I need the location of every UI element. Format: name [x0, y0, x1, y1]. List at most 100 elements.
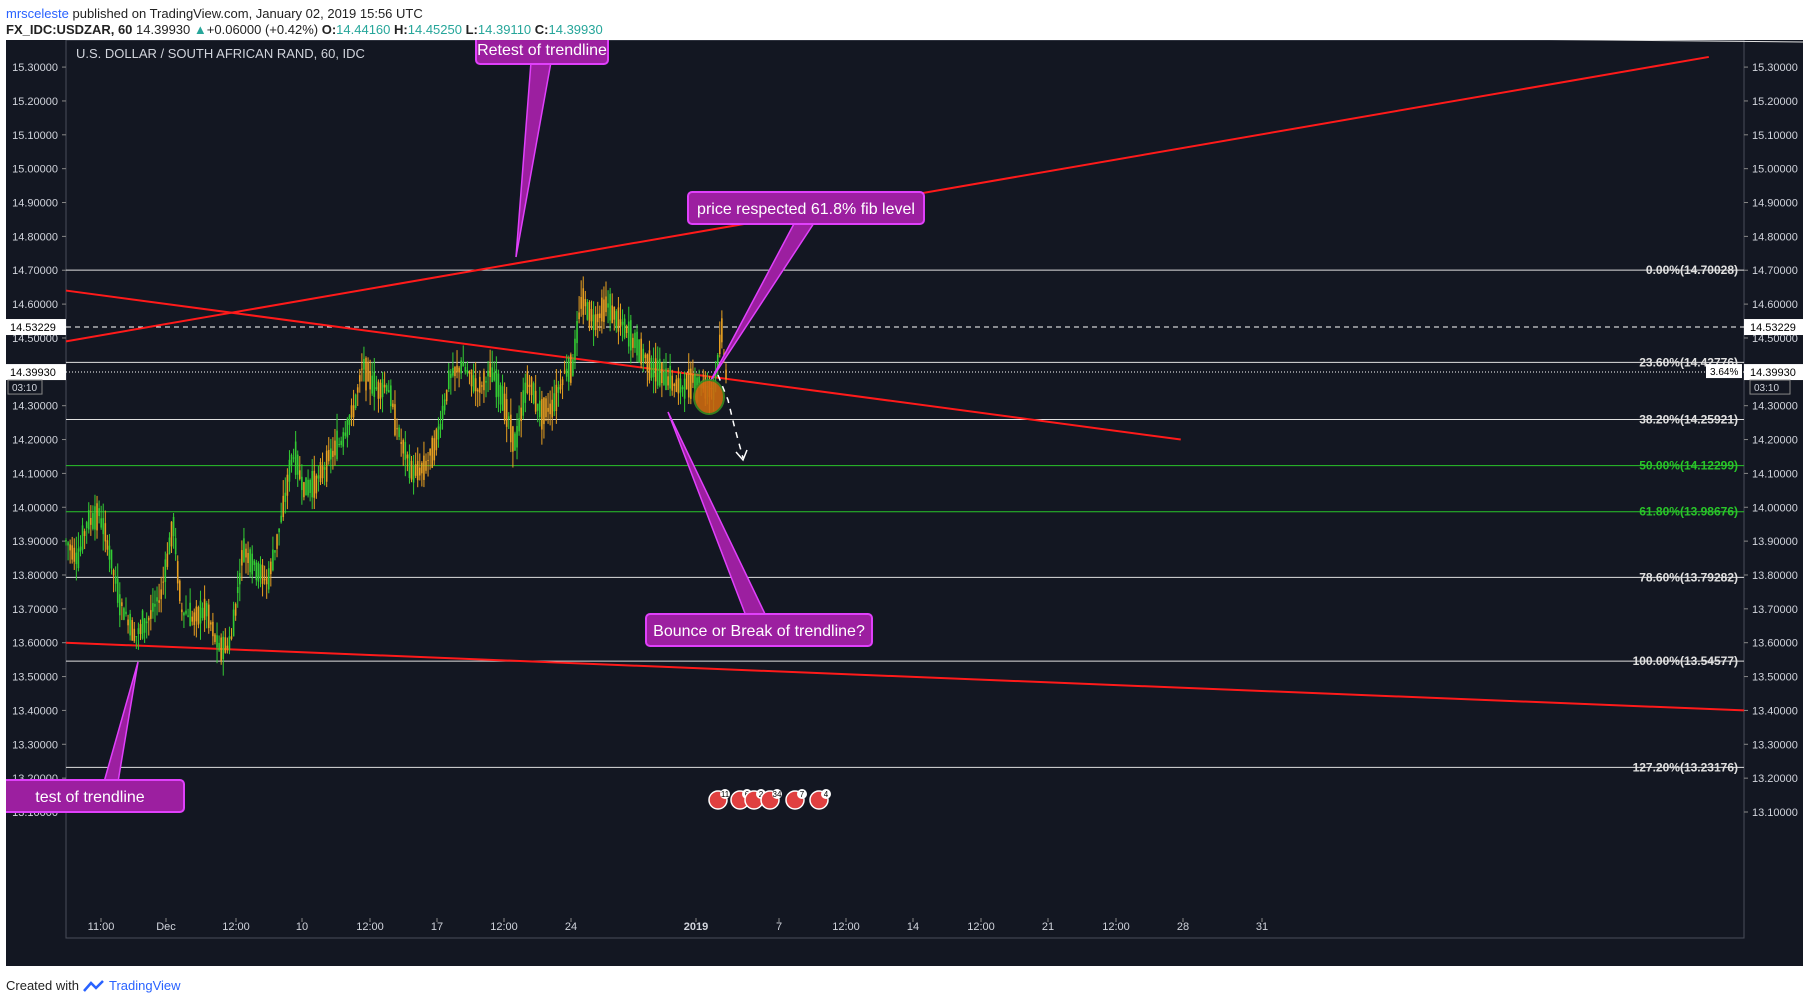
candle-body: [172, 516, 175, 537]
fib-level-label: 38.20%(14.25921): [1639, 412, 1738, 426]
candle-body: [379, 382, 382, 399]
fib-level-label: 61.80%(13.98676): [1639, 505, 1738, 519]
candle-body: [510, 414, 512, 443]
candle-body: [323, 467, 326, 470]
y-tick-label: 14.60000: [12, 299, 58, 311]
candle-body: [210, 622, 212, 625]
candle-body: [183, 612, 185, 616]
candle-body: [178, 580, 181, 602]
mid-trendline[interactable]: [65, 289, 1181, 441]
candle-body: [518, 418, 520, 432]
high-value: 14.45250: [407, 22, 462, 37]
candle-body: [685, 374, 688, 390]
candle-body: [290, 454, 293, 466]
price-chart[interactable]: U.S. DOLLAR / SOUTH AFRICAN RAND, 60, ID…: [0, 33, 1807, 966]
y-tick-label: 15.00000: [1752, 164, 1798, 176]
candle-body: [677, 377, 680, 394]
candle-body: [373, 371, 376, 397]
candle-body: [348, 415, 351, 425]
chart-container[interactable]: U.S. DOLLAR / SOUTH AFRICAN RAND, 60, ID…: [0, 33, 1807, 966]
plot-area[interactable]: [65, 39, 1745, 939]
candle-body: [85, 522, 88, 529]
fib-retracement[interactable]: 0.00%(14.70028)23.60%(14.42776)38.20%(14…: [6, 263, 1803, 774]
candle-body: [228, 636, 231, 651]
candle-body: [195, 606, 198, 622]
candle-body: [638, 339, 640, 363]
candle-body: [423, 455, 425, 480]
candle-body: [73, 547, 76, 562]
y-tick-label: 13.80000: [1752, 570, 1798, 582]
candle-body: [193, 612, 196, 626]
tradingview-link[interactable]: TradingView: [108, 978, 181, 993]
candle-body: [435, 429, 438, 451]
candle-body: [212, 621, 214, 637]
candle-body: [636, 331, 638, 356]
candle-body: [145, 621, 148, 624]
callouts[interactable]: Retest of trendline price respected 61.8%…: [0, 33, 925, 813]
candle-body: [609, 293, 611, 321]
candle-body: [162, 581, 165, 583]
candle-body: [464, 366, 467, 373]
countdown-tag: [7, 379, 43, 395]
projection-arrow[interactable]: [717, 374, 744, 459]
candle-body: [224, 637, 227, 653]
candle-body: [481, 385, 483, 387]
candle-body: [251, 553, 254, 575]
candle-body: [555, 384, 558, 411]
candle-body: [280, 515, 282, 523]
candle-body: [75, 552, 78, 565]
candle-body: [118, 594, 121, 616]
event-badges[interactable]: 11623474: [708, 789, 831, 810]
username-link[interactable]: mrsceleste: [6, 6, 69, 21]
candle-body: [321, 466, 324, 479]
candle-body: [398, 427, 400, 437]
candle-body: [507, 416, 510, 420]
y-axis-right[interactable]: 15.30000 15.20000 15.10000 15.00000 14.90000…: [1744, 62, 1798, 819]
candle-body: [191, 616, 194, 622]
candle-body: [512, 426, 514, 452]
event-count-bubble: [821, 789, 831, 799]
y-tick-label: 13.20000: [1752, 773, 1798, 785]
candle-body: [499, 385, 502, 405]
candle-body: [694, 373, 696, 392]
footer: Created with TradingView: [6, 978, 181, 993]
support-trendline[interactable]: [65, 641, 1745, 712]
dashed-level-label: 14.53229: [10, 322, 56, 334]
candle-body: [197, 607, 200, 625]
candle-body: [658, 358, 661, 386]
candle-body: [263, 578, 266, 581]
candle-body: [390, 385, 392, 407]
candle-body: [129, 613, 131, 636]
y-axis-left[interactable]: 15.30000 15.20000 15.10000 15.00000 14.90000…: [12, 62, 66, 819]
candle-body: [414, 464, 417, 476]
candle-body: [327, 449, 330, 462]
candle-body: [615, 311, 618, 329]
candle-body: [102, 518, 105, 535]
candle-body: [431, 437, 434, 468]
candle-body: [131, 620, 134, 641]
candle-body: [307, 479, 309, 496]
candle-body: [603, 299, 605, 322]
bounce-break-callout-box[interactable]: [645, 613, 873, 647]
price-series: [65, 276, 727, 676]
event-count-bubble: [797, 789, 807, 799]
candle-body: [176, 561, 179, 584]
candle-body: [547, 407, 549, 412]
touch-point-marker[interactable]: [693, 379, 725, 415]
fib-level-label: 100.00%(13.54577): [1633, 654, 1738, 668]
candle-body: [152, 603, 154, 612]
candle-body: [447, 370, 450, 390]
candle-body: [257, 562, 260, 582]
left-retest-callout-box[interactable]: [0, 779, 185, 813]
candle-body: [493, 372, 496, 381]
candle-body: [114, 576, 117, 584]
candle-body: [696, 377, 698, 388]
candle-body: [462, 361, 465, 367]
candle-body: [377, 381, 380, 399]
y-tick-label: 13.70000: [12, 604, 58, 616]
candle-body: [65, 540, 67, 542]
fib-respected-callout-box[interactable]: [687, 191, 925, 225]
x-axis[interactable]: 11:00 Dec 12:00 10 12:00 17 12:00 24 2019 7 12:00 1…: [88, 918, 1268, 933]
candle-body: [303, 482, 305, 498]
candle-body: [139, 624, 142, 634]
